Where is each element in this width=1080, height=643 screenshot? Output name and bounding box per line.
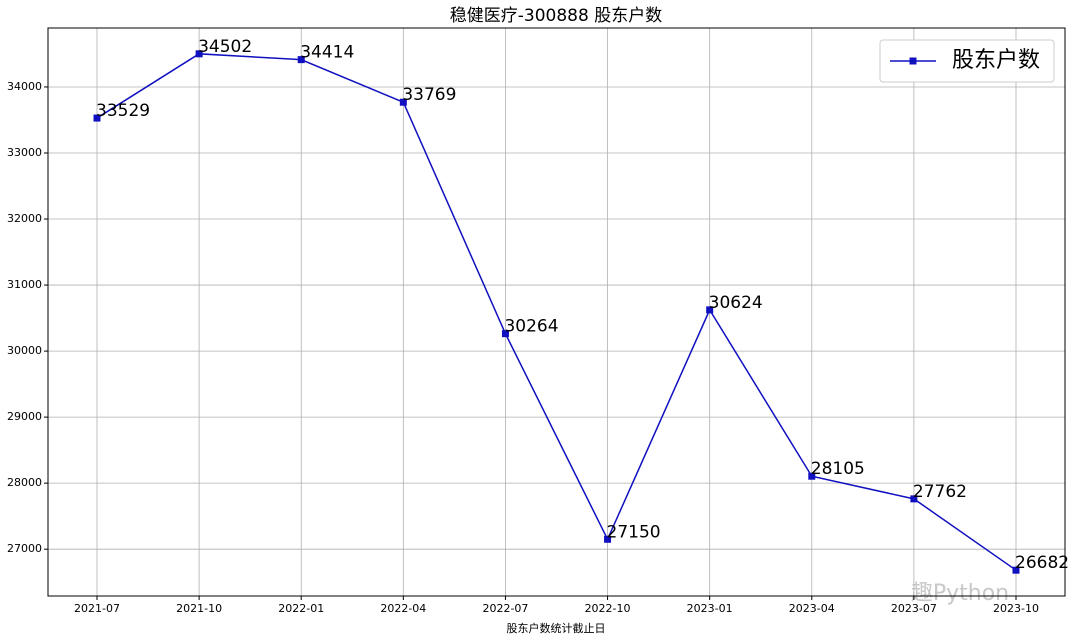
point-marker	[1012, 566, 1020, 574]
legend-marker	[909, 57, 917, 65]
y-tick-label: 34000	[7, 80, 42, 93]
data-label: 33769	[402, 85, 456, 105]
x-tick-label: 2022-01	[278, 602, 324, 615]
point-marker	[93, 114, 101, 122]
legend-frame	[879, 39, 1055, 83]
x-tick-label: 2021-10	[176, 602, 222, 615]
data-label: 30624	[709, 293, 763, 313]
x-tick-label: 2023-04	[789, 602, 835, 615]
y-tick-label: 31000	[7, 278, 42, 291]
series-line	[96, 53, 1017, 571]
x-tick-label: 2023-01	[687, 602, 733, 615]
x-tick-label: 2022-04	[380, 602, 426, 615]
data-label: 26682	[1015, 553, 1069, 573]
x-tick-label: 2022-07	[482, 602, 528, 615]
y-tick-label: 33000	[7, 146, 42, 159]
data-label: 34502	[198, 37, 252, 57]
point-marker	[297, 56, 305, 64]
point-marker	[399, 98, 407, 106]
data-label: 27150	[607, 522, 661, 542]
data-label: 27762	[913, 482, 967, 502]
y-tick-label: 28000	[7, 476, 42, 489]
y-tick-label: 30000	[7, 344, 42, 357]
x-tick-label: 2022-10	[585, 602, 631, 615]
x-tick-label: 2023-07	[891, 602, 937, 615]
point-marker	[501, 330, 509, 338]
y-tick-label: 27000	[7, 542, 42, 555]
x-tick-label: 2023-10	[993, 602, 1039, 615]
data-label: 34414	[300, 43, 354, 63]
point-marker	[604, 535, 612, 543]
legend: 股东户数	[879, 39, 1055, 83]
point-marker	[808, 472, 816, 480]
watermark: 趣Python	[911, 581, 1009, 606]
point-marker	[910, 495, 918, 503]
data-label: 28105	[811, 459, 865, 479]
legend-label: 股东户数	[952, 48, 1040, 73]
y-tick-label: 29000	[7, 410, 42, 423]
data-label: 33529	[96, 101, 150, 121]
data-label: 30264	[504, 317, 558, 337]
plot-frame	[47, 27, 1066, 597]
x-tick-label: 2021-07	[74, 602, 120, 615]
point-marker	[195, 50, 203, 58]
y-tick-label: 32000	[7, 212, 42, 225]
x-axis-label: 股东户数统计截止日	[507, 621, 606, 635]
chart-title: 稳健医疗-300888 股东户数	[450, 6, 662, 26]
point-marker	[706, 306, 714, 314]
